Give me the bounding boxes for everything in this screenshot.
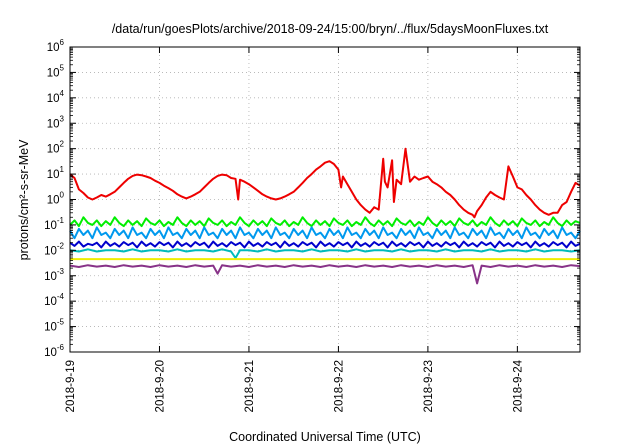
y-tick-label: 10-5 [44, 318, 64, 334]
y-tick-exponent: -5 [57, 318, 65, 327]
y-tick-label: 10-4 [44, 292, 64, 308]
x-tick-label: 2018-9-22 [333, 360, 345, 412]
y-tick-base: 10 [44, 322, 57, 334]
y-tick-label: 100 [47, 191, 65, 207]
y-tick-base: 10 [44, 271, 57, 283]
y-tick-base: 10 [47, 144, 60, 156]
y-tick-exponent: -6 [57, 343, 65, 352]
y-tick-label: 103 [47, 114, 65, 130]
y-axis-label: protons/cm²-s-sr-MeV [17, 139, 31, 261]
y-tick-exponent: 6 [60, 38, 65, 47]
y-axis: 10-610-510-410-310-210-11001011021031041… [44, 38, 580, 359]
y-tick-exponent: 2 [60, 140, 65, 149]
y-tick-base: 10 [44, 245, 57, 257]
y-tick-base: 10 [47, 169, 60, 181]
y-tick-label: 10-1 [44, 216, 64, 232]
x-tick-label: 2018-9-19 [65, 360, 77, 412]
y-tick-exponent: 1 [60, 165, 65, 174]
y-tick-exponent: -4 [57, 292, 65, 301]
x-tick-label: 2018-9-20 [154, 360, 166, 412]
series-line-1 [69, 216, 581, 228]
y-tick-label: 10-2 [44, 241, 64, 257]
x-tick-label: 2018-9-21 [244, 360, 256, 412]
y-tick-exponent: 5 [60, 63, 65, 72]
y-tick-base: 10 [47, 67, 60, 79]
y-tick-base: 10 [44, 347, 57, 359]
y-tick-base: 10 [47, 42, 60, 54]
y-tick-label: 105 [47, 63, 65, 79]
y-tick-exponent: 0 [60, 191, 65, 200]
x-tick-label: 2018-9-23 [423, 360, 435, 412]
x-tick-label: 2018-9-24 [512, 359, 524, 412]
series-line-0 [69, 147, 581, 219]
y-tick-label: 102 [47, 140, 65, 156]
series-line-4 [69, 248, 581, 259]
y-tick-base: 10 [47, 93, 60, 105]
series-line-3 [69, 240, 581, 249]
x-axis-label: Coordinated Universal Time (UTC) [229, 430, 421, 444]
y-tick-label: 101 [47, 165, 65, 181]
y-tick-base: 10 [44, 296, 57, 308]
series-layer [69, 147, 581, 285]
y-tick-exponent: -1 [57, 216, 65, 225]
series-line-6 [69, 264, 581, 285]
y-tick-exponent: 4 [60, 89, 65, 98]
y-tick-base: 10 [47, 118, 60, 130]
y-tick-exponent: -2 [57, 241, 65, 250]
y-tick-label: 106 [47, 38, 65, 54]
y-tick-exponent: -3 [57, 267, 65, 276]
y-tick-label: 10-3 [44, 267, 64, 283]
y-tick-base: 10 [47, 195, 60, 207]
chart-title: /data/run/goesPlots/archive/2018-09-24/1… [112, 22, 549, 36]
y-tick-label: 104 [47, 89, 65, 105]
y-tick-base: 10 [44, 220, 57, 232]
x-axis: 2018-9-19 2018-9-20 2018-9-21 2018-9-22 2018… [65, 47, 524, 412]
y-tick-label: 10-6 [44, 343, 64, 359]
series-line-2 [69, 226, 581, 240]
y-tick-exponent: 3 [60, 114, 65, 123]
